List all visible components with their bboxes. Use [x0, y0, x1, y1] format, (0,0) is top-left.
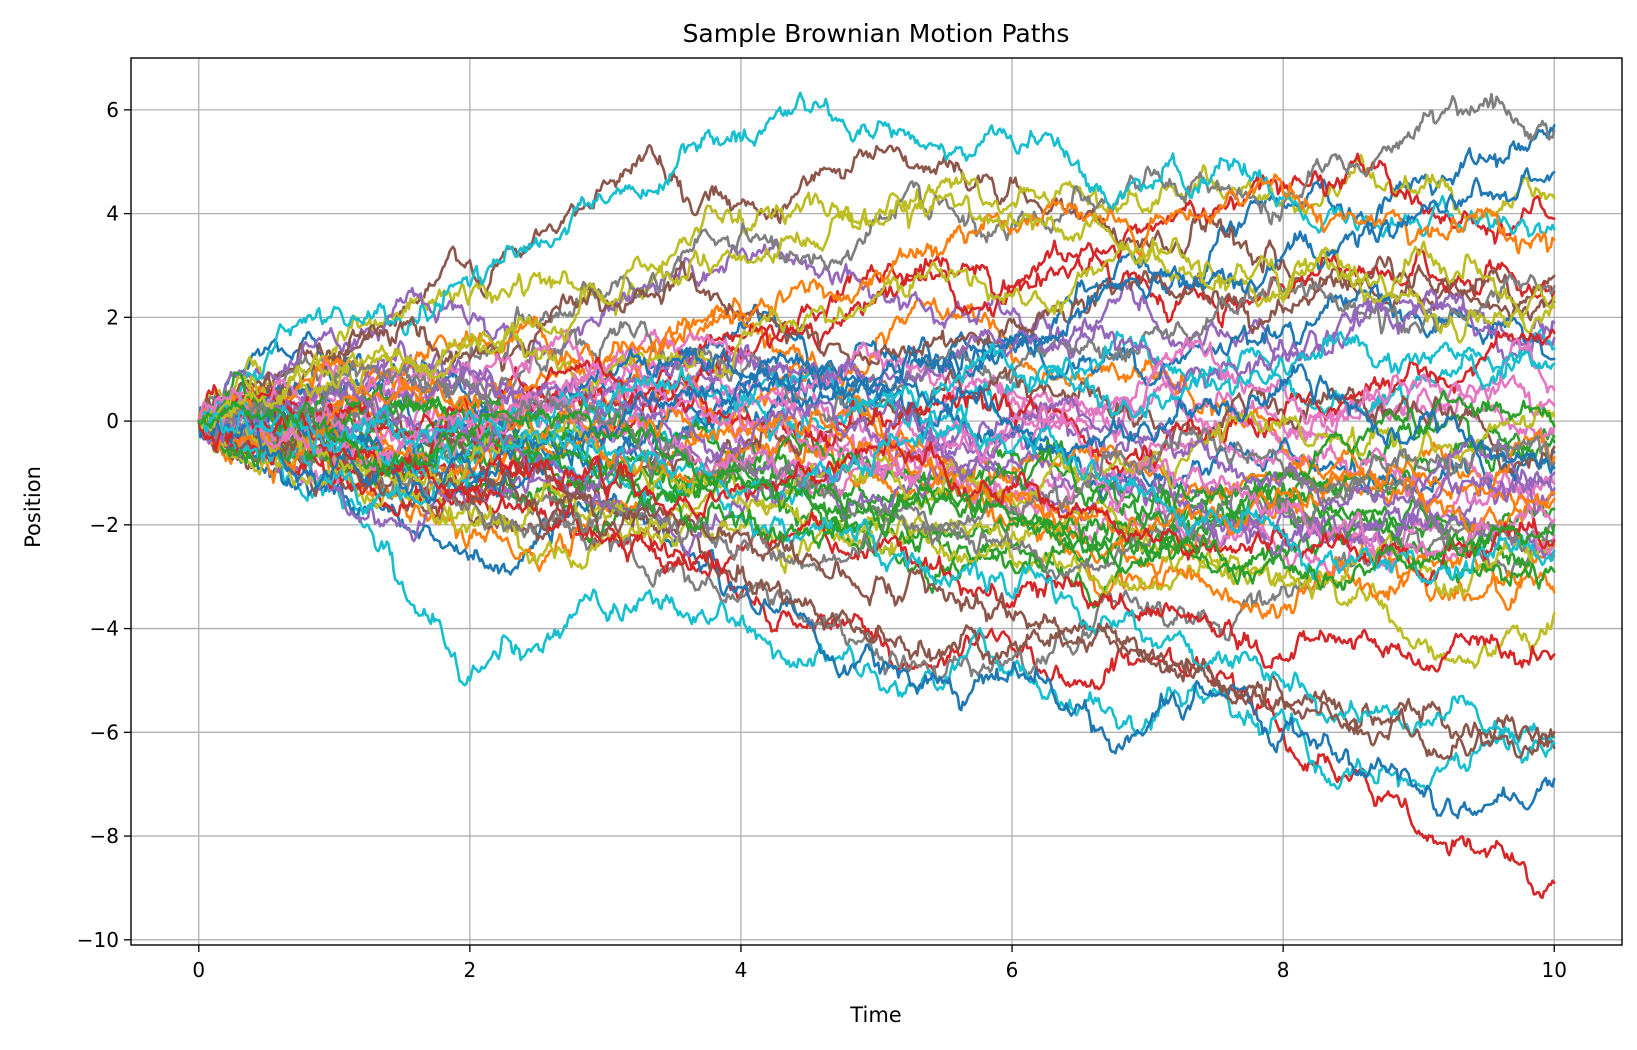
series-line-52 — [197, 381, 1556, 512]
x-tick-label: 2 — [463, 958, 476, 982]
series-line-44 — [197, 328, 1556, 474]
ticks: 0 2 4 6 8 10 6 4 2 0 −2 −4 −6 −8 −10 — [77, 98, 1567, 982]
plot-frame — [130, 57, 1623, 946]
series-line-40 — [197, 419, 1556, 764]
series-line-16 — [197, 415, 1556, 750]
x-tick-label: 0 — [192, 958, 205, 982]
series-line-58 — [197, 404, 1556, 585]
y-tick-label: −2 — [90, 513, 119, 537]
series-line-53 — [197, 386, 1556, 574]
y-tick-label: −10 — [77, 928, 119, 952]
series-group — [197, 91, 1556, 900]
series-line-11 — [197, 419, 1556, 820]
series-line-47 — [197, 418, 1556, 760]
series-line-50 — [197, 371, 1556, 549]
y-tick-label: 6 — [106, 98, 119, 122]
y-tick-label: −4 — [90, 617, 119, 641]
series-line-54 — [197, 359, 1556, 535]
x-tick-label: 10 — [1542, 958, 1567, 982]
y-tick-label: −6 — [90, 720, 119, 744]
y-tick-label: 0 — [106, 409, 119, 433]
x-tick-label: 4 — [735, 958, 748, 982]
series-line-59 — [197, 400, 1556, 591]
y-tick-label: 4 — [106, 202, 119, 226]
series-line-48 — [197, 330, 1556, 481]
series-line-57 — [197, 192, 1556, 432]
x-tick-label: 6 — [1006, 958, 1019, 982]
series-line-38 — [197, 418, 1556, 581]
series-line-55 — [197, 351, 1556, 505]
y-axis-label: Position — [21, 466, 45, 548]
series-line-42 — [197, 394, 1556, 507]
series-line-20 — [197, 91, 1556, 426]
series-line-22 — [197, 315, 1556, 620]
chart-title: Sample Brownian Motion Paths — [683, 19, 1070, 48]
y-tick-label: 2 — [106, 305, 119, 329]
series-line-7 — [197, 355, 1556, 456]
series-line-10 — [197, 410, 1556, 792]
y-tick-label: −8 — [90, 824, 119, 848]
x-axis-label: Time — [849, 1003, 901, 1027]
x-tick-label: 8 — [1277, 958, 1290, 982]
series-line-35 — [197, 288, 1556, 446]
series-line-56 — [197, 406, 1556, 587]
series-line-26 — [197, 255, 1556, 436]
